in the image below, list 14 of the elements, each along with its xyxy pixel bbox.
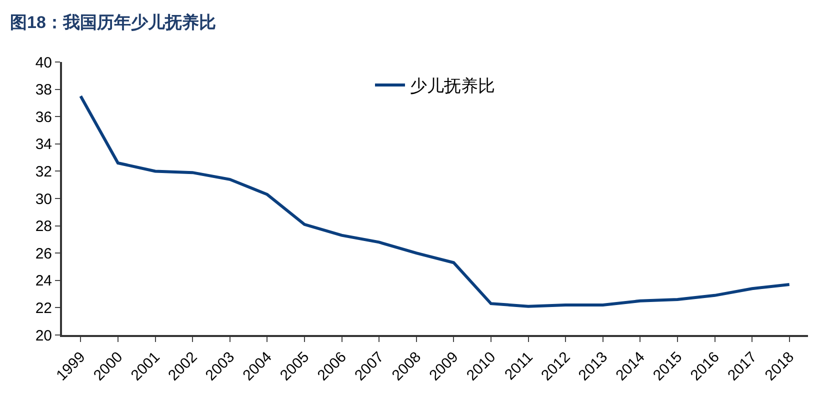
y-tick-label: 20	[35, 327, 52, 344]
y-tick-label: 26	[35, 245, 52, 262]
y-tick-label: 28	[35, 218, 52, 236]
y-tick-label: 38	[35, 82, 52, 99]
y-tick-label: 34	[35, 136, 52, 154]
y-tick-label: 40	[35, 54, 52, 72]
line-series	[79, 94, 791, 308]
chart-title: 图18：我国历年少儿抚养比	[10, 12, 216, 32]
y-tick-label: 22	[35, 300, 52, 317]
y-tick-label: 30	[35, 190, 52, 208]
legend-label: 少儿抚养比	[410, 76, 495, 96]
y-tick-label: 24	[35, 272, 52, 290]
y-tick-label: 32	[35, 163, 52, 180]
y-tick-label: 36	[35, 108, 52, 126]
